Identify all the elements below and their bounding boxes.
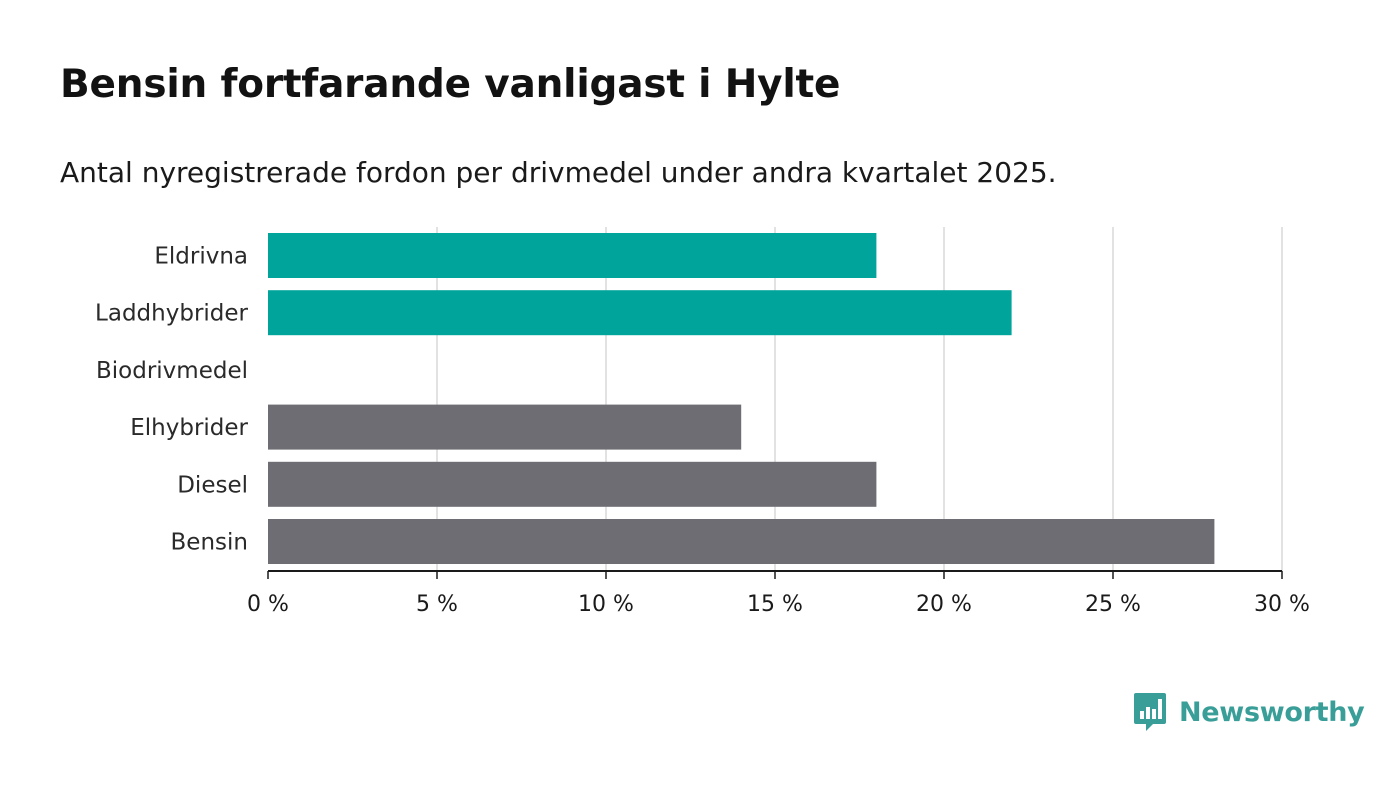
x-tick-label: 5 % — [416, 592, 458, 617]
chart-title: Bensin fortfarande vanligast i Hylte — [60, 62, 841, 107]
brand: Newsworthy — [1133, 692, 1365, 732]
bar-eldrivna — [268, 233, 877, 278]
x-tick-label: 30 % — [1254, 592, 1310, 617]
gridlines — [436, 227, 1283, 571]
bar-laddhybrider — [268, 290, 1012, 336]
bar-bensin — [268, 519, 1215, 564]
x-tick-label: 0 % — [247, 592, 289, 617]
bars — [268, 233, 1215, 564]
category-label: Bensin — [171, 530, 248, 556]
brand-name: Newsworthy — [1179, 696, 1365, 728]
category-label: Diesel — [177, 472, 248, 498]
bar-diesel — [268, 461, 877, 507]
category-label: Elhybrider — [130, 415, 248, 441]
category-label: Laddhybrider — [95, 301, 248, 327]
chart-subtitle: Antal nyregistrerade fordon per drivmede… — [60, 156, 1057, 189]
newsworthy-logo-icon — [1134, 693, 1166, 731]
category-labels: Eldrivna Laddhybrider Biodrivmedel Elhybrid… — [95, 244, 248, 556]
x-tick-label: 20 % — [916, 592, 972, 617]
x-tick-label: 25 % — [1085, 592, 1141, 617]
category-label: Eldrivna — [154, 244, 248, 270]
category-label: Biodrivmedel — [96, 358, 248, 384]
x-axis: 0 % 5 % 10 % 15 % 20 % 25 % 30 % — [247, 570, 1310, 617]
x-tick-label: 15 % — [747, 592, 803, 617]
bar-elhybrider — [268, 404, 742, 450]
x-tick-label: 10 % — [578, 592, 634, 617]
